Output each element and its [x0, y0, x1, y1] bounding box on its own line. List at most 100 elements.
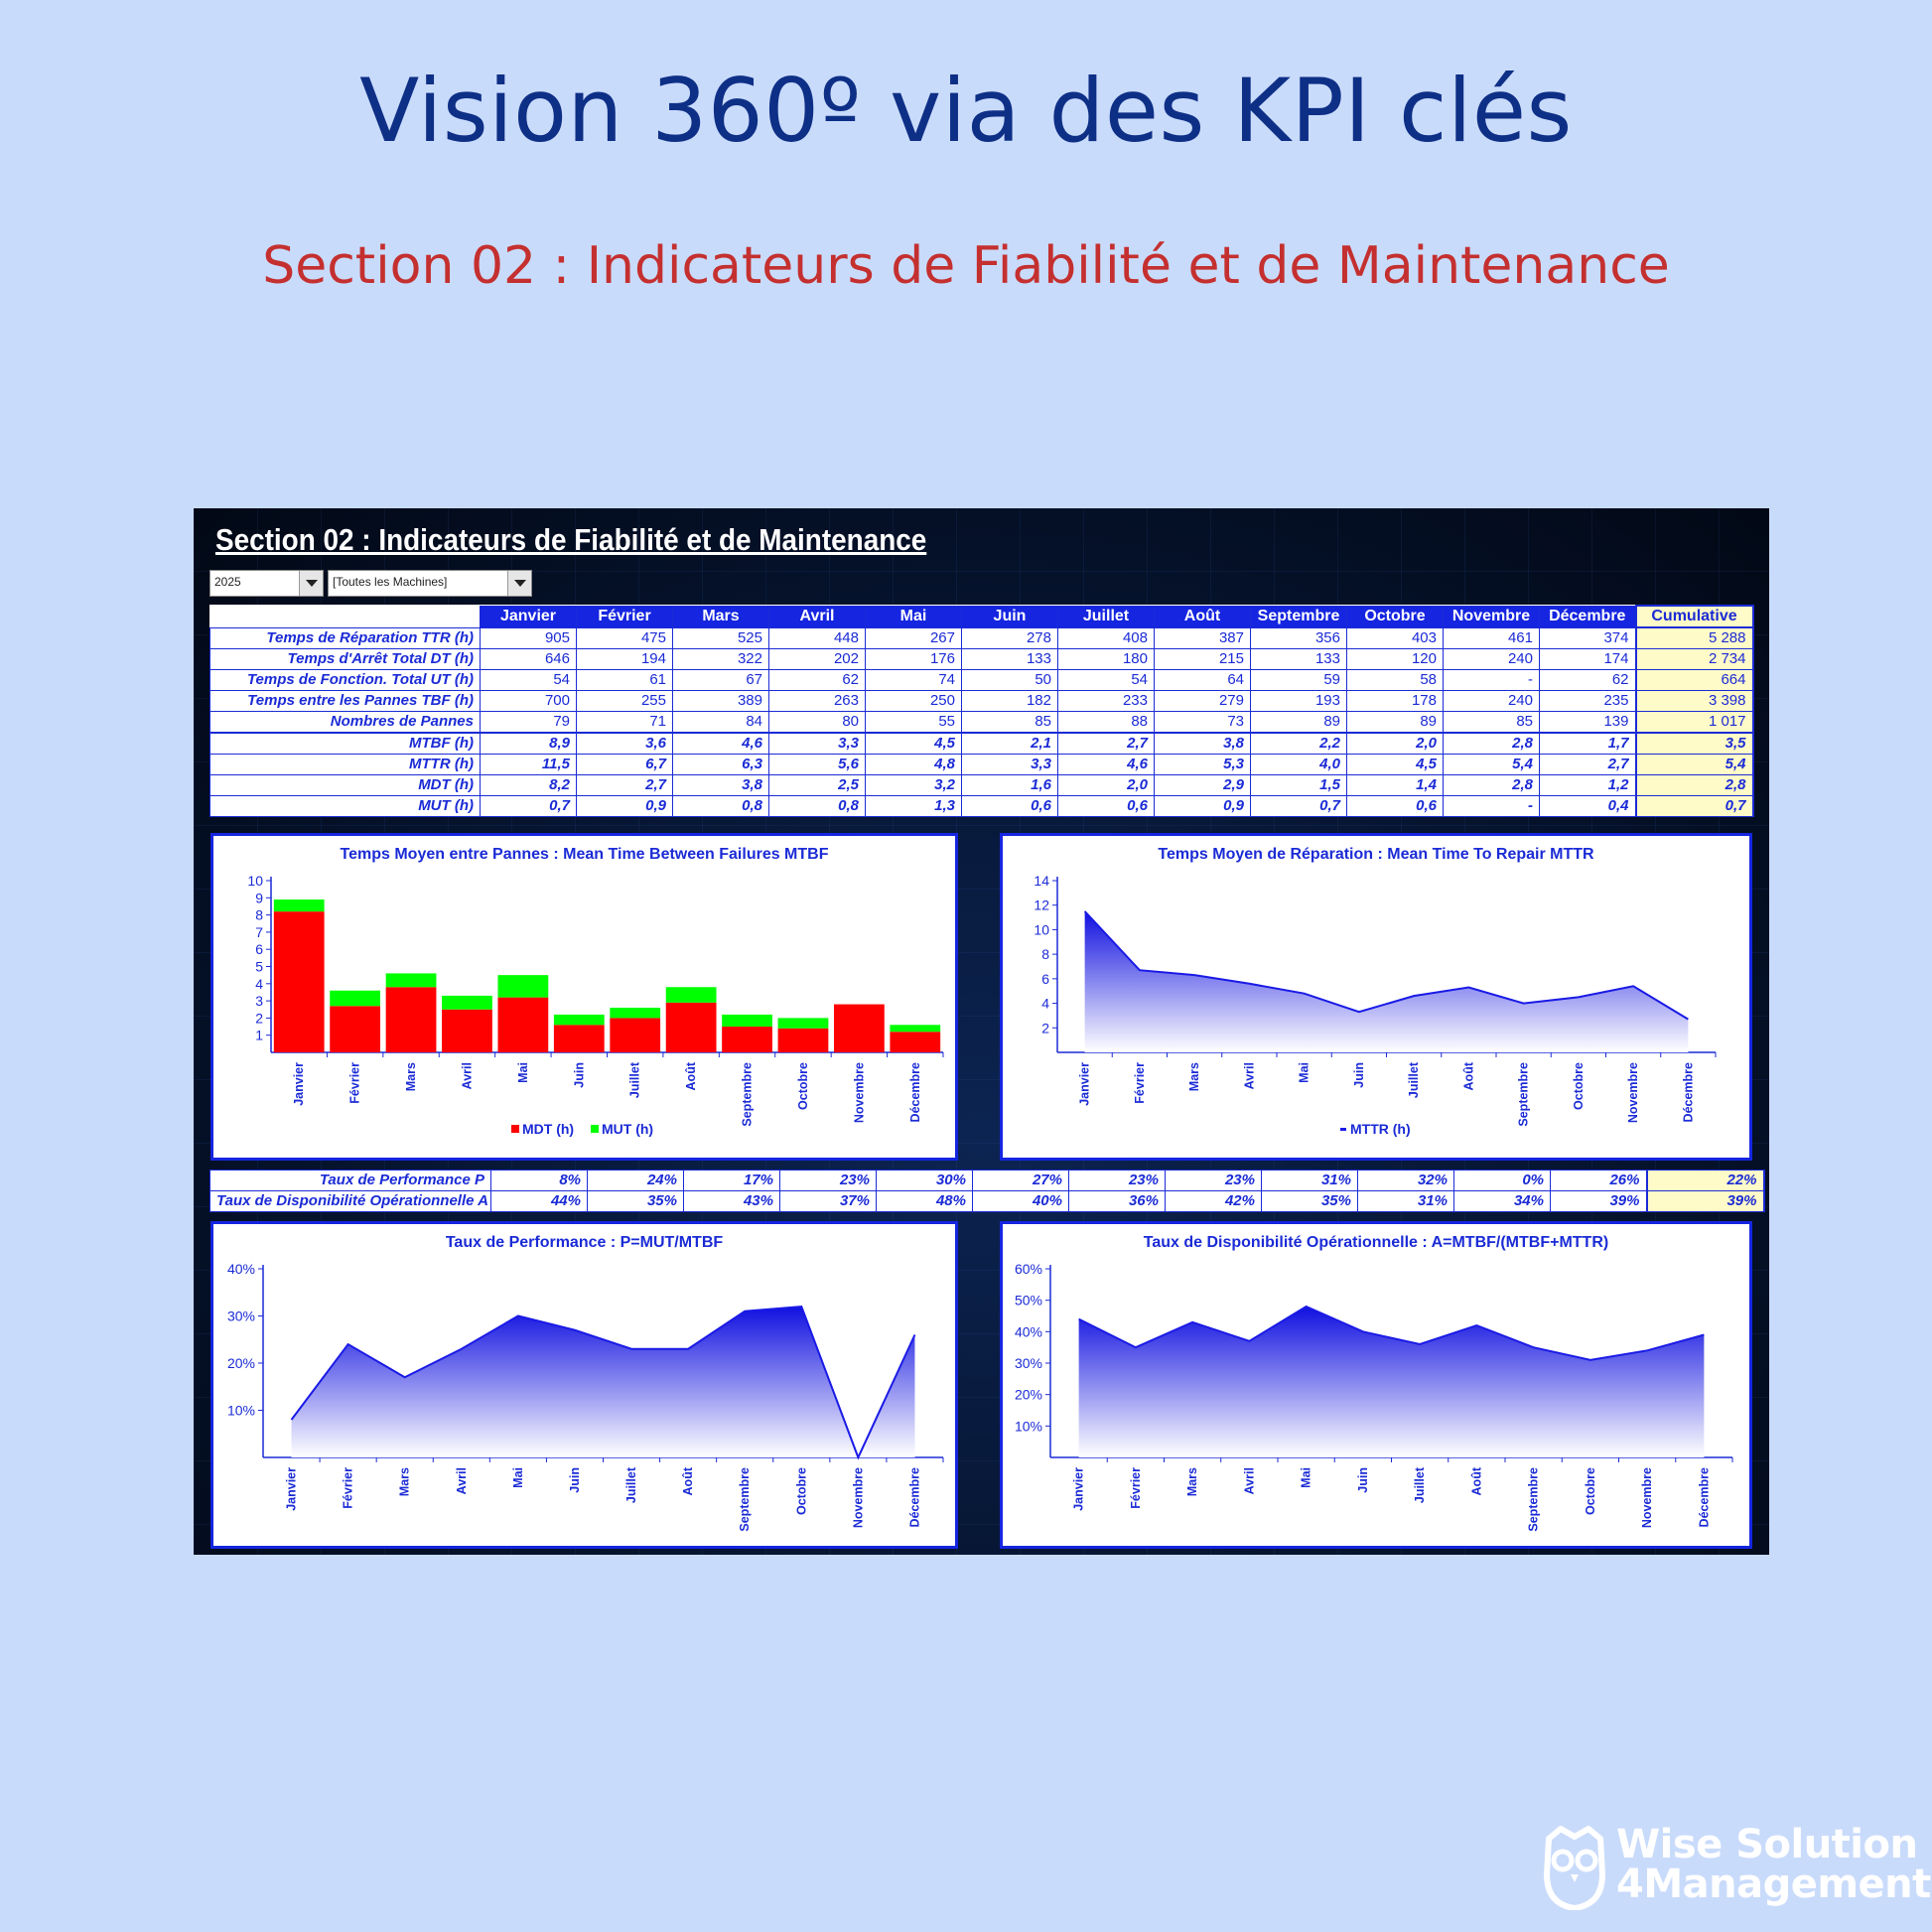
table-cell: 64 [1154, 669, 1251, 691]
table-cell: 905 [480, 626, 577, 649]
x-tick-label: Mars [398, 1467, 412, 1496]
table-cell: 37% [779, 1190, 877, 1212]
table-cell: 11,5 [480, 754, 577, 775]
x-tick-label: Mars [1185, 1467, 1199, 1496]
row-label: Taux de Performance P [209, 1170, 491, 1191]
page-title: Vision 360º via des KPI clés [359, 60, 1573, 162]
table-cell: 32% [1357, 1170, 1454, 1191]
bar-mut [610, 1008, 661, 1019]
table-cell: 278 [961, 626, 1058, 649]
column-header: Juillet [1057, 605, 1155, 628]
table-cell: 35% [1261, 1190, 1358, 1212]
row-label: Temps de Réparation TTR (h) [209, 626, 481, 649]
table-cell: 5 288 [1634, 626, 1754, 649]
table-cell: 525 [672, 626, 769, 649]
table-cell: 3,6 [576, 732, 673, 755]
table-cell: 2,8 [1443, 732, 1540, 755]
table-cell: 23% [1165, 1170, 1262, 1191]
table-cell: 2,7 [1057, 732, 1155, 755]
table-cell: 279 [1154, 690, 1251, 712]
row-label: Nombres de Pannes [209, 711, 481, 734]
page-subtitle: Section 02 : Indicateurs de Fiabilité et… [262, 236, 1670, 296]
table-row: Temps de Fonction. Total UT (h) 54 61 67 62 7… [209, 669, 1754, 691]
chevron-down-icon[interactable] [299, 571, 323, 596]
column-header: Avril [768, 605, 866, 628]
chevron-down-icon[interactable] [507, 571, 531, 596]
year-select[interactable]: 2025 [209, 570, 324, 597]
table-cell: 79 [480, 711, 577, 734]
bar-mdt [833, 1004, 885, 1052]
table-cell: 0,4 [1539, 795, 1636, 817]
table-cell: 2,7 [576, 774, 673, 796]
table-cell: 0,8 [672, 795, 769, 817]
column-header: Novembre [1443, 605, 1540, 628]
x-tick-label: Février [1129, 1467, 1143, 1509]
table-cell: 235 [1539, 690, 1636, 712]
bar-mdt [273, 911, 325, 1052]
table-cell: 4,5 [1346, 754, 1444, 775]
series-area [1078, 1307, 1705, 1457]
series-line [1083, 910, 1689, 1021]
table-cell: 2,2 [1250, 732, 1347, 755]
table-cell: 27% [972, 1170, 1069, 1191]
bar-mut [497, 975, 549, 998]
table-cell: 1 017 [1634, 711, 1754, 734]
table-row: MUT (h) 0,7 0,9 0,8 0,8 1,3 0,6 0,6 0,9 0,7 0,6-0,… [209, 795, 1754, 817]
x-tick-label: Octobre [1572, 1062, 1586, 1110]
table-row: MDT (h) 8,2 2,7 3,8 2,5 3,2 1,6 2,0 2,9 1,5 1,4 2,8… [209, 774, 1754, 796]
table-cell: 44% [490, 1190, 588, 1212]
table-cell: 3,8 [672, 774, 769, 796]
table-cell: 3,3 [768, 732, 866, 755]
y-tick-label: 10 [247, 873, 263, 889]
x-tick-label: Septembre [741, 1062, 755, 1127]
performance-chart: Taux de Performance : P=MUT/MTBF 10% 20% 3… [210, 1221, 958, 1549]
table-cell: 50 [961, 669, 1058, 691]
chart-title: Temps Moyen entre Pannes : Mean Time Bet… [340, 846, 829, 863]
y-tick-label: 10 [1034, 921, 1049, 937]
table-cell: 176 [865, 648, 962, 670]
y-tick-label: 6 [1041, 971, 1049, 987]
table-cell: 85 [961, 711, 1058, 734]
table-cell: 24% [587, 1170, 684, 1191]
y-tick-label: 20% [227, 1355, 255, 1371]
bar-mdt [330, 1006, 381, 1052]
table-cell: 403 [1346, 626, 1444, 649]
x-tick-label: Novembre [1640, 1467, 1654, 1528]
table-cell: 356 [1250, 626, 1347, 649]
table-cell: 17% [683, 1170, 780, 1191]
table-cell: 174 [1539, 648, 1636, 670]
table-cell: 4,8 [865, 754, 962, 775]
table-cell: 408 [1057, 626, 1155, 649]
y-tick-label: 60% [1015, 1261, 1042, 1277]
x-tick-label: Juin [1352, 1062, 1366, 1088]
table-cell: 3 398 [1634, 690, 1754, 712]
legend-label: MUT (h) [602, 1121, 653, 1137]
table-cell: 42% [1165, 1190, 1262, 1212]
y-tick-label: 3 [255, 993, 263, 1009]
y-tick-label: 7 [255, 924, 263, 940]
x-tick-label: Septembre [1517, 1062, 1531, 1127]
table-row: Temps de Réparation TTR (h) 905 475 525 448 2… [209, 626, 1754, 649]
table-cell: 4,0 [1250, 754, 1347, 775]
table-cell: 4,5 [865, 732, 962, 755]
table-cell: 5,4 [1634, 754, 1754, 775]
row-label: Temps de Fonction. Total UT (h) [209, 669, 481, 691]
x-tick-label: Décembre [908, 1062, 922, 1122]
x-tick-label: Mai [516, 1062, 530, 1083]
x-tick-label: Décembre [907, 1467, 921, 1527]
table-cell: 34% [1453, 1190, 1551, 1212]
series-area [291, 1307, 915, 1457]
brand-logo: Wise Solution 4Management [1541, 1825, 1931, 1911]
table-cell: 1,3 [865, 795, 962, 817]
x-tick-label: Septembre [1527, 1467, 1541, 1532]
table-cell: 389 [672, 690, 769, 712]
x-tick-label: Septembre [738, 1467, 752, 1532]
table-cell: 3,3 [961, 754, 1058, 775]
bar-mdt [610, 1018, 661, 1052]
column-header: Décembre [1539, 605, 1636, 628]
table-cell: 0,8 [768, 795, 866, 817]
legend-swatch [591, 1125, 599, 1133]
bar-mdt [553, 1025, 605, 1052]
legend-swatch [511, 1125, 519, 1133]
machine-select[interactable]: [Toutes les Machines] [328, 570, 532, 597]
